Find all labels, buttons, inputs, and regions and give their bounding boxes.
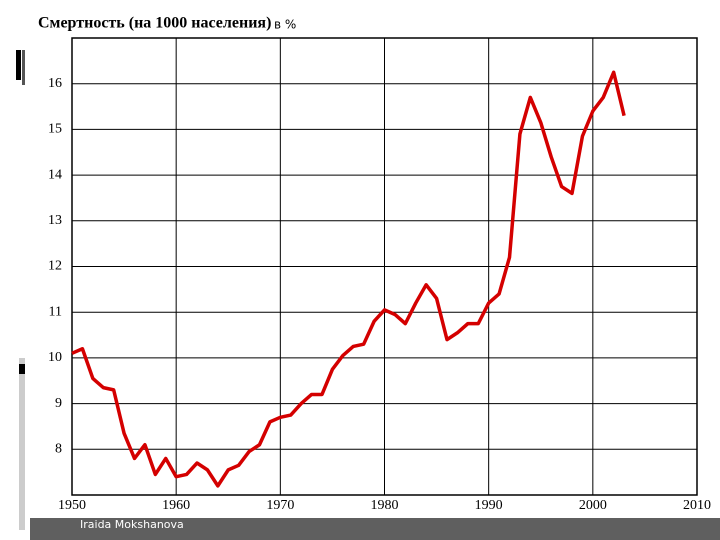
- decor-bar: [19, 364, 25, 374]
- decor-bar: [22, 50, 25, 85]
- y-tick-label: 11: [49, 304, 62, 319]
- y-tick-label: 10: [48, 350, 62, 365]
- footer-bar: [30, 518, 720, 540]
- decor-bar: [19, 358, 25, 530]
- x-tick-label: 1960: [162, 498, 190, 513]
- y-tick-label: 16: [48, 76, 62, 91]
- y-tick-label: 13: [48, 213, 62, 228]
- y-tick-label: 8: [55, 442, 62, 457]
- footer-text: Iraida Mokshanova: [80, 518, 184, 531]
- decor-bar: [16, 50, 21, 80]
- x-tick-label: 1950: [58, 498, 86, 513]
- x-tick-label: 2010: [683, 498, 711, 513]
- y-tick-label: 15: [48, 122, 62, 137]
- x-tick-label: 1980: [371, 498, 399, 513]
- chart-subtitle: в %: [274, 18, 296, 32]
- x-tick-label: 2000: [579, 498, 607, 513]
- x-tick-label: 1970: [266, 498, 294, 513]
- y-tick-label: 12: [48, 259, 62, 274]
- y-tick-label: 14: [48, 167, 62, 182]
- x-tick-label: 1990: [475, 498, 503, 513]
- chart-title: Смертность (на 1000 населения): [38, 15, 271, 32]
- y-tick-label: 9: [55, 396, 62, 411]
- data-line: [71, 70, 626, 488]
